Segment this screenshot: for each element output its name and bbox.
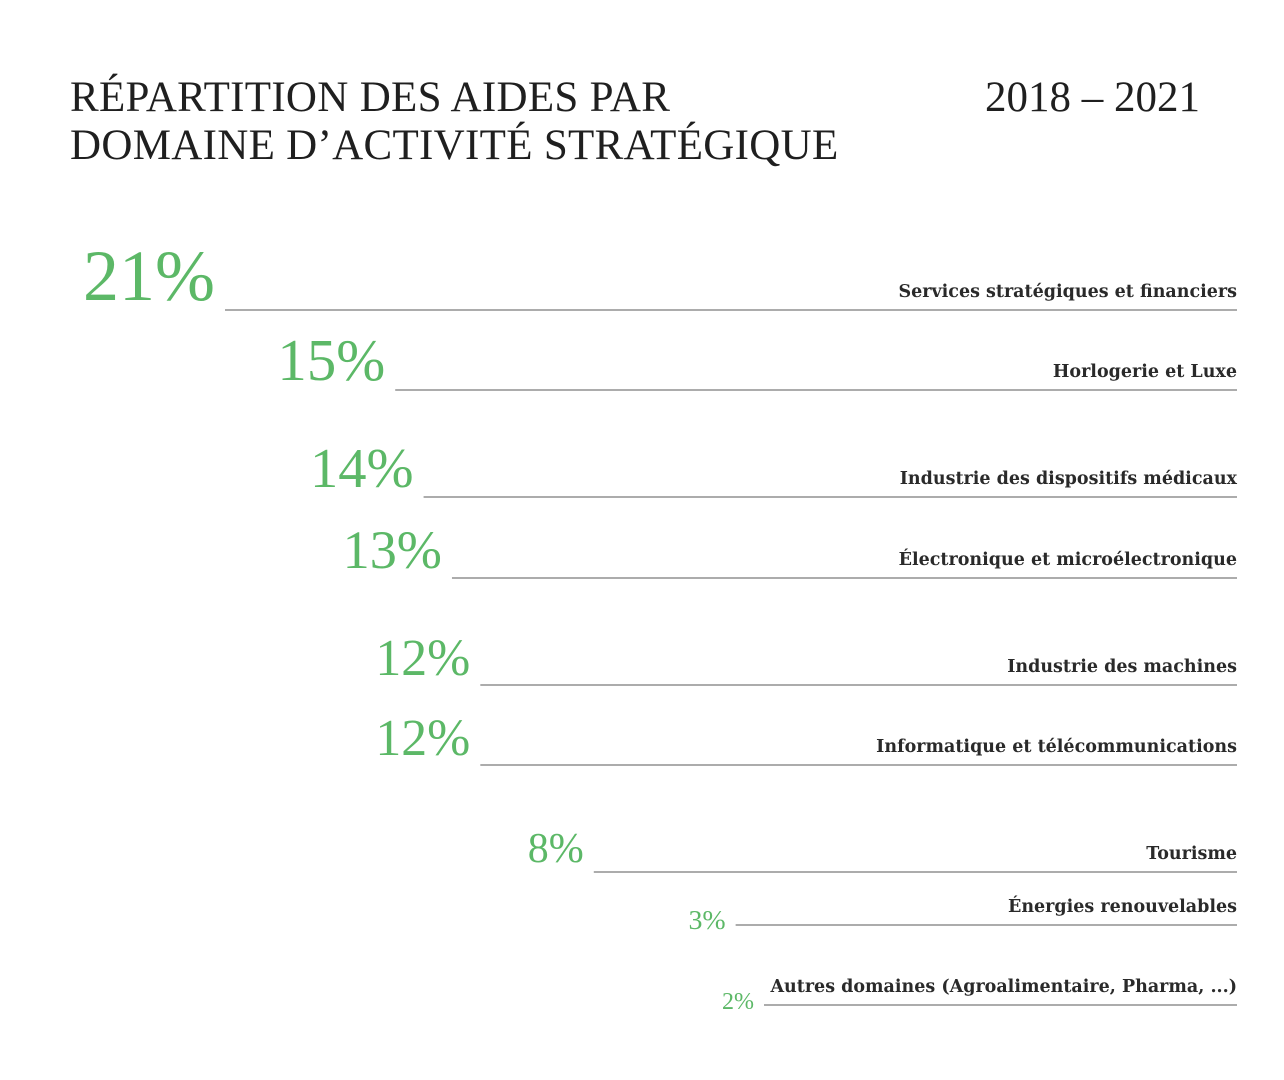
category-label: Horlogerie et Luxe: [1053, 362, 1237, 382]
data-label: 14%: [310, 438, 414, 500]
category-label: Énergies renouvelables: [1008, 896, 1237, 917]
chart-row: 21% Services stratégiques et financiers: [83, 236, 1237, 316]
category-label: Autres domaines (Agroalimentaire, Pharma…: [769, 977, 1237, 997]
chart-title-line-1: RÉPARTITION DES AIDES PAR: [70, 74, 671, 121]
chart-row: 8% Tourisme: [528, 826, 1237, 873]
chart-row: 15% Horlogerie et Luxe: [277, 328, 1237, 393]
data-label: 15%: [277, 328, 385, 393]
category-label: Industrie des machines: [1007, 657, 1237, 677]
chart-row: 13% Électronique et microélectronique: [343, 520, 1237, 580]
data-label: 2%: [722, 989, 754, 1015]
data-label: 21%: [83, 236, 215, 316]
chart-title: RÉPARTITION DES AIDES PAR DOMAINE D’ACTI…: [70, 74, 839, 170]
category-label: Services stratégiques et financiers: [898, 282, 1237, 302]
chart-row: 2% Autres domaines (Agroalimentaire, Phar…: [722, 977, 1237, 1015]
chart-row: 12% Industrie des machines: [375, 630, 1237, 687]
chart-row: 12% Informatique et télécommunications: [375, 710, 1237, 767]
category-label: Informatique et télécommunications: [876, 737, 1237, 757]
chart-title-line-2: DOMAINE D’ACTIVITÉ STRATÉGIQUE: [70, 122, 839, 169]
category-label: Électronique et microélectronique: [899, 549, 1237, 570]
chart-row: 3% Énergies renouvelables: [688, 896, 1237, 936]
category-label: Tourisme: [1146, 844, 1237, 864]
chart-period: 2018 – 2021: [985, 74, 1200, 121]
data-label: 3%: [688, 905, 725, 936]
category-label: Industrie des dispositifs médicaux: [900, 469, 1238, 489]
data-label: 8%: [528, 826, 584, 872]
data-label: 12%: [375, 710, 470, 767]
data-label: 13%: [343, 520, 442, 580]
chart-row: 14% Industrie des dispositifs médicaux: [310, 438, 1238, 500]
data-label: 12%: [375, 630, 470, 687]
